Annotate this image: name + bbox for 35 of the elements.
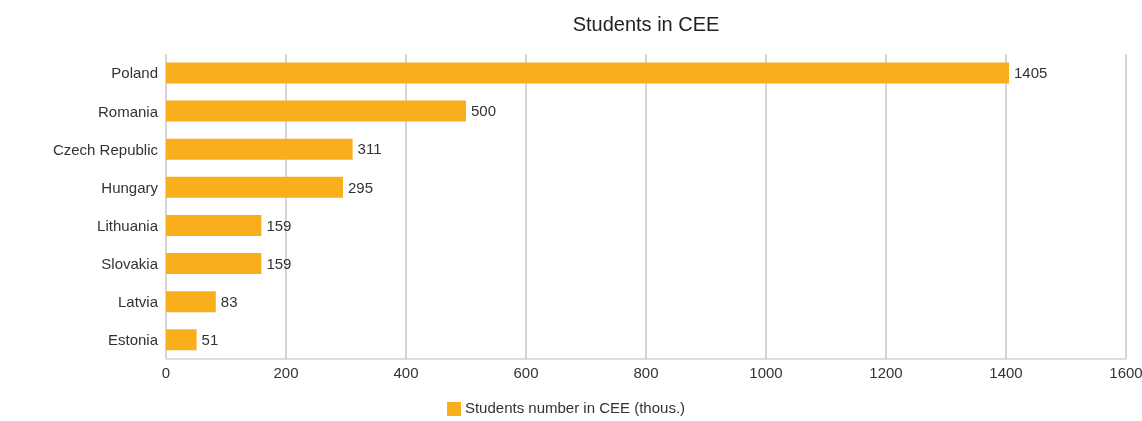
x-tick-label: 200 (273, 363, 299, 381)
y-tick-label: Poland (111, 64, 158, 82)
bar (166, 329, 197, 351)
x-tick-label: 600 (513, 363, 539, 381)
y-tick-label: Estonia (107, 331, 159, 349)
x-tick-label: 800 (633, 363, 659, 381)
bar (166, 176, 343, 198)
bar (166, 62, 1009, 84)
data-label: 159 (266, 216, 292, 234)
data-label: 159 (266, 254, 292, 272)
y-tick-label: Lithuania (97, 216, 159, 234)
data-label: 1405 (1014, 64, 1048, 82)
data-label: 295 (348, 178, 374, 196)
y-tick-label: Latvia (117, 293, 159, 311)
x-tick-label: 1000 (749, 363, 783, 381)
y-tick-label: Romania (97, 102, 159, 120)
data-label: 51 (201, 331, 219, 349)
bar (166, 253, 262, 275)
x-tick-label: 400 (393, 363, 419, 381)
y-tick-label: Hungary (101, 178, 159, 196)
bar (166, 100, 466, 122)
x-tick-label: 1600 (1109, 363, 1142, 381)
y-tick-label: Slovakia (101, 255, 159, 273)
y-tick-label: Czech Republic (52, 140, 159, 158)
bar (166, 291, 216, 313)
chart-title: Students in CEE (571, 12, 721, 37)
x-tick-label: 1200 (869, 363, 903, 381)
legend-label: Students number in CEE (thous.) (464, 399, 686, 416)
data-label: 311 (357, 140, 382, 158)
data-label: 83 (220, 292, 238, 310)
x-tick-label: 0 (161, 363, 171, 381)
x-tick-label: 1400 (989, 363, 1023, 381)
bar (166, 214, 262, 236)
bar (166, 138, 353, 160)
data-label: 500 (471, 102, 497, 120)
